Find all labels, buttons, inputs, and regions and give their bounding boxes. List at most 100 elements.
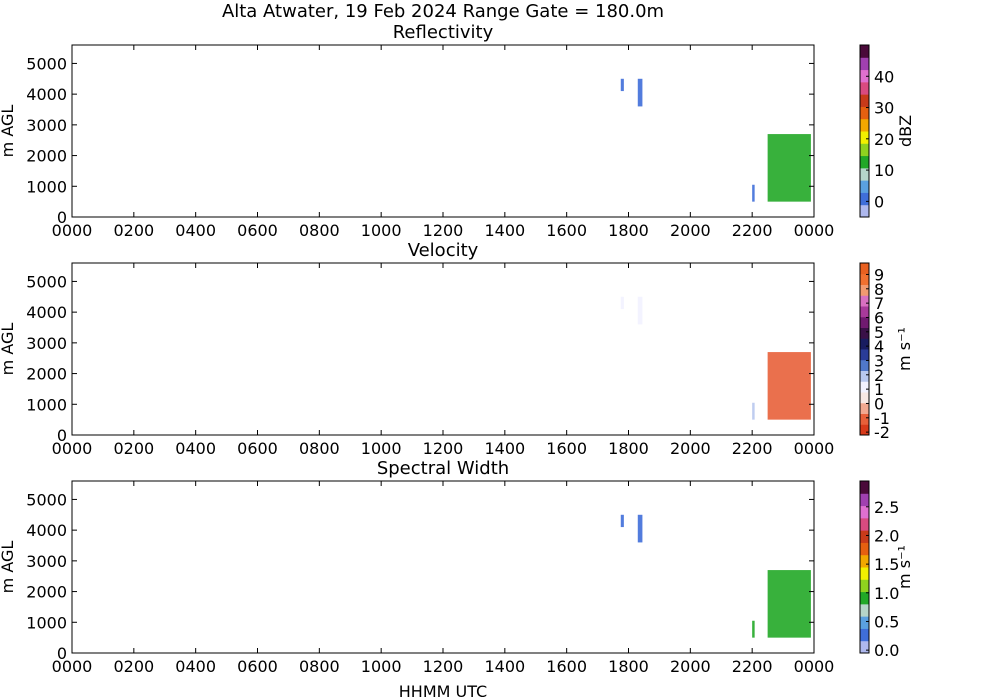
x-tick-label: 1000 [361, 657, 402, 676]
plot-frame [71, 262, 815, 436]
colorbar-segment [860, 493, 869, 507]
colorbar-segment [860, 481, 869, 494]
x-tick-label: 0200 [113, 221, 154, 240]
colorbar-segment [860, 45, 869, 58]
x-tick-label: 0000 [52, 439, 93, 458]
colorbar-segment [860, 392, 869, 404]
echo-region [752, 402, 755, 420]
plot-frame [71, 480, 815, 654]
colorbar-segment [860, 542, 869, 556]
x-tick-label: 0000 [52, 221, 93, 240]
x-tick-label: 0000 [794, 657, 835, 676]
colorbar-tick-label: 0 [874, 192, 884, 211]
colorbar-label: m s⁻¹ [895, 327, 914, 371]
colorbar-segment [860, 603, 869, 617]
y-tick-label: 2000 [26, 147, 67, 166]
colorbar-tick-label: 7 [874, 294, 884, 313]
colorbar-segment [860, 306, 869, 318]
colorbar-segment [860, 349, 869, 361]
x-axis-label: HHMM UTC [399, 682, 487, 700]
echo-region [752, 184, 755, 202]
x-tick-label: 0000 [52, 657, 93, 676]
x-tick-label: 1800 [608, 657, 649, 676]
colorbar-tick-label: 4 [874, 337, 884, 356]
x-tick-label: 2200 [732, 221, 773, 240]
colorbar-segment [860, 106, 869, 120]
x-tick-label: 0400 [175, 439, 216, 458]
figure-title: Alta Atwater, 19 Feb 2024 Range Gate = 1… [222, 1, 664, 22]
colorbar-segment [860, 567, 869, 580]
panel-title: Velocity [408, 240, 479, 261]
colorbar: 0 10 20 30 40 dBZ [859, 44, 915, 218]
colorbar-segment [860, 295, 869, 307]
colorbar-segment [860, 359, 869, 371]
x-tick-label: 2200 [732, 657, 773, 676]
y-tick-label: 0 [57, 644, 67, 663]
panel-title: Reflectivity [393, 22, 494, 43]
panel-spectral-width: Spectral Width m AGL 0000 0200 0400 0600 080… [0, 458, 914, 676]
colorbar-tick-label: 1 [874, 380, 884, 399]
colorbar-tick-label: 0 [874, 394, 884, 413]
y-tick-label: 4000 [26, 303, 67, 322]
y-tick-label: 3000 [26, 552, 67, 571]
y-axis-label: m AGL [0, 323, 17, 376]
y-tick-label: 1000 [26, 613, 67, 632]
colorbar-segment [860, 640, 869, 654]
x-tick-label: 1200 [423, 221, 464, 240]
colorbar-segment [860, 591, 869, 605]
x-tick-label: 1800 [608, 439, 649, 458]
x-tick-label: 1400 [484, 439, 525, 458]
x-tick-label: 2000 [670, 439, 711, 458]
colorbar-tick-label: 2 [874, 366, 884, 385]
colorbar-segment [860, 413, 869, 425]
colorbar-segment [860, 131, 869, 144]
x-tick-label: 0000 [794, 439, 835, 458]
colorbar-segment [860, 69, 869, 83]
colorbar-segment [860, 273, 869, 285]
colorbar-segment [860, 167, 869, 181]
colorbar-tick-label: 0.0 [874, 641, 899, 660]
echo-region [637, 514, 643, 543]
colorbar-tick-label: 3 [874, 351, 884, 370]
colorbar-tick-label: -1 [874, 409, 890, 428]
colorbar-tick-label: 8 [874, 280, 884, 299]
colorbar-label: m s⁻¹ [895, 545, 914, 589]
x-tick-label: 1600 [546, 221, 587, 240]
colorbar-segment [860, 204, 869, 218]
echo-region [637, 296, 643, 325]
x-tick-label: 1600 [546, 439, 587, 458]
y-tick-label: 0 [57, 208, 67, 227]
echo-region [637, 78, 643, 107]
colorbar-segment [860, 338, 869, 350]
plot-frame [71, 44, 815, 218]
colorbar-segment [860, 381, 869, 393]
x-tick-label: 2000 [670, 657, 711, 676]
colorbar-segment [860, 155, 869, 169]
colorbar-segment [860, 81, 869, 95]
y-tick-label: 5000 [26, 272, 67, 291]
colorbar-tick-label: 30 [874, 99, 894, 118]
x-tick-label: 1200 [423, 439, 464, 458]
colorbar: 0.0 0.5 1.0 1.5 2.0 2.5 m s⁻¹ [859, 480, 914, 660]
x-tick-label: 1000 [361, 439, 402, 458]
x-tick-label: 0800 [299, 221, 340, 240]
colorbar-segment [860, 143, 869, 157]
y-tick-label: 3000 [26, 116, 67, 135]
y-tick-label: 1000 [26, 395, 67, 414]
y-tick-label: 5000 [26, 54, 67, 73]
colorbar-segment [860, 505, 869, 519]
colorbar-segment [860, 118, 869, 132]
x-tick-label: 1000 [361, 221, 402, 240]
x-tick-label: 1600 [546, 657, 587, 676]
x-tick-label: 1200 [423, 657, 464, 676]
y-tick-label: 2000 [26, 583, 67, 602]
colorbar-segment [860, 530, 869, 543]
y-tick-label: 5000 [26, 490, 67, 509]
x-tick-label: 0600 [237, 221, 278, 240]
y-axis-label: m AGL [0, 541, 17, 594]
colorbar-segment [860, 579, 869, 593]
colorbar-tick-label: 0.5 [874, 612, 899, 631]
colorbar-tick-label: 9 [874, 265, 884, 284]
colorbar-tick-label: 5 [874, 323, 884, 342]
